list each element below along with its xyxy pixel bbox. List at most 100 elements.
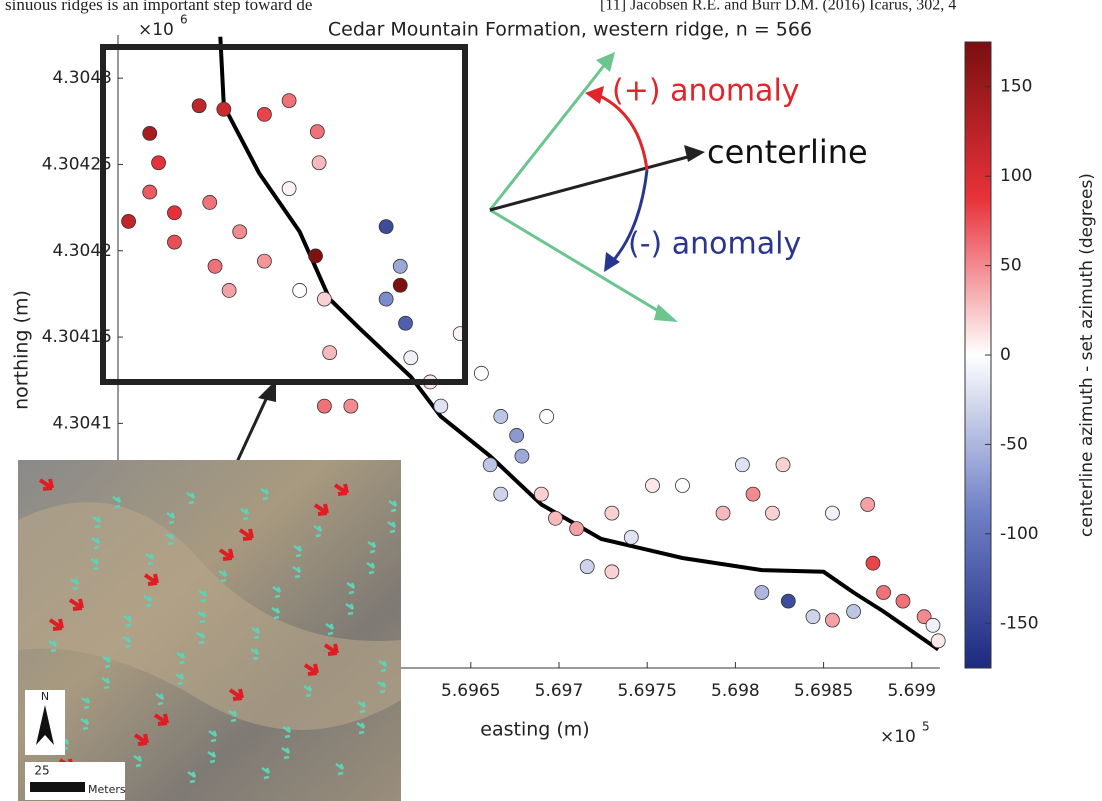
colorbar-label: centerline azimuth - set azimuth (degree… xyxy=(1077,173,1097,537)
figure: sinuous ridges is an important step towa… xyxy=(0,0,1102,801)
set-arrow xyxy=(490,58,610,210)
point xyxy=(825,613,839,627)
point xyxy=(765,506,779,520)
point xyxy=(510,428,524,442)
colorbar-tick-label: 0 xyxy=(1000,345,1011,365)
point xyxy=(222,283,236,297)
arrow-head xyxy=(596,52,615,72)
point xyxy=(312,156,326,170)
point xyxy=(847,604,861,618)
chart-title: Cedar Mountain Formation, western ridge,… xyxy=(328,19,812,41)
point xyxy=(393,278,407,292)
point xyxy=(143,185,157,199)
centerline-arrow xyxy=(490,155,695,210)
point xyxy=(317,292,331,306)
point xyxy=(926,618,940,632)
point xyxy=(208,259,222,273)
point xyxy=(494,409,508,423)
colorbar-tick-label: 150 xyxy=(1000,77,1032,97)
point xyxy=(233,225,247,239)
x-tick-label: 5.698 xyxy=(711,681,760,701)
point xyxy=(540,409,554,423)
point xyxy=(293,283,307,297)
point xyxy=(806,610,820,624)
point xyxy=(309,249,323,263)
x-multiplier: ×10 xyxy=(880,727,916,747)
x-axis-label: easting (m) xyxy=(480,719,589,741)
inset-photo: N 25 Meters xyxy=(18,460,401,801)
point xyxy=(877,586,891,600)
centerline-label: centerline xyxy=(707,133,868,171)
point xyxy=(379,220,393,234)
point xyxy=(781,594,795,608)
x-tick-label: 5.6965 xyxy=(441,681,500,701)
north-label: N xyxy=(41,690,49,703)
point xyxy=(570,522,584,536)
point xyxy=(494,487,508,501)
pointer-line xyxy=(237,395,268,462)
point xyxy=(605,506,619,520)
point xyxy=(675,478,689,492)
point xyxy=(716,506,730,520)
scale-bar xyxy=(30,782,85,792)
point xyxy=(825,506,839,520)
point xyxy=(645,478,659,492)
point xyxy=(282,94,296,108)
point xyxy=(474,366,488,380)
x-multiplier-exp: 5 xyxy=(922,720,930,734)
point xyxy=(122,214,136,228)
colorbar-tick-label: 100 xyxy=(1000,166,1032,186)
point xyxy=(580,560,594,574)
point xyxy=(344,399,358,413)
x-tick-label: 5.6975 xyxy=(617,681,676,701)
positive-label: (+) anomaly xyxy=(612,74,800,109)
point xyxy=(746,487,760,501)
point xyxy=(310,125,324,139)
colorbar-tick-label: -100 xyxy=(1000,524,1039,544)
y-axis-label: northing (m) xyxy=(11,290,33,410)
point xyxy=(379,292,393,306)
x-tick-label: 5.699 xyxy=(887,681,936,701)
point xyxy=(483,458,497,472)
point xyxy=(203,195,217,209)
point xyxy=(167,235,181,249)
page-fragment: sinuous ridges is an important step towa… xyxy=(5,0,312,14)
point xyxy=(434,399,448,413)
point xyxy=(257,254,271,268)
point xyxy=(257,107,271,121)
scale-value: 25 xyxy=(34,764,49,778)
point xyxy=(735,458,749,472)
point xyxy=(548,511,562,525)
point xyxy=(217,102,231,116)
point xyxy=(399,316,413,330)
arrow-head xyxy=(585,86,604,104)
point xyxy=(515,449,529,463)
point xyxy=(143,126,157,140)
point xyxy=(624,530,638,544)
point xyxy=(152,156,166,170)
point xyxy=(896,594,910,608)
point xyxy=(167,206,181,220)
negative-label: (-) anomaly xyxy=(628,227,801,262)
y-multiplier-exp: 6 xyxy=(180,13,188,27)
point xyxy=(866,556,880,570)
x-tick-label: 5.697 xyxy=(535,681,584,701)
point xyxy=(755,586,769,600)
arrow-head xyxy=(684,145,705,162)
page-fragment: [11] Jacobsen R.E. and Burr D.M. (2016) … xyxy=(600,0,956,14)
point xyxy=(317,399,331,413)
point xyxy=(605,565,619,579)
colorbar-tick-label: 50 xyxy=(1000,256,1022,276)
point xyxy=(192,99,206,113)
point xyxy=(404,351,418,365)
point xyxy=(861,497,875,511)
point xyxy=(534,487,548,501)
point xyxy=(393,259,407,273)
y-multiplier: ×10 xyxy=(138,20,174,40)
y-tick-label: 4.3041 xyxy=(53,413,112,433)
point xyxy=(323,346,337,360)
arrow-head xyxy=(654,304,678,322)
point xyxy=(931,634,945,648)
colorbar-tick-label: -150 xyxy=(1000,613,1039,633)
x-tick-label: 5.6985 xyxy=(794,681,853,701)
